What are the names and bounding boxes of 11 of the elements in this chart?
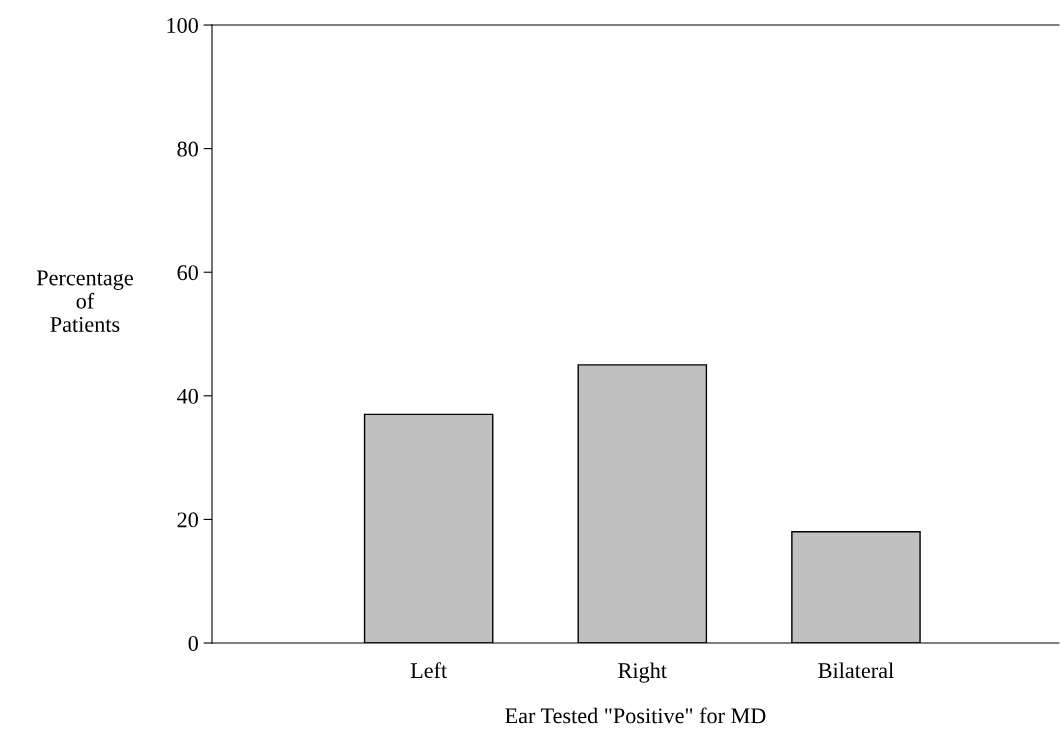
y-tick-label: 20 [177,512,198,528]
x-axis-title: Ear Tested "Positive" for MD [505,707,766,724]
y-tick-label: 40 [177,388,198,404]
y-tick-label: 0 [188,635,198,651]
x-tick-label: Right [618,662,667,683]
y-tick-label: 60 [177,265,198,281]
y-axis-title: Percentage of Patients [36,270,133,332]
y-tick-label: 80 [177,141,198,157]
x-tick-label: Left [410,662,448,679]
x-tick-label: Bilateral [818,662,894,679]
y-tick-label: 100 [167,17,198,33]
